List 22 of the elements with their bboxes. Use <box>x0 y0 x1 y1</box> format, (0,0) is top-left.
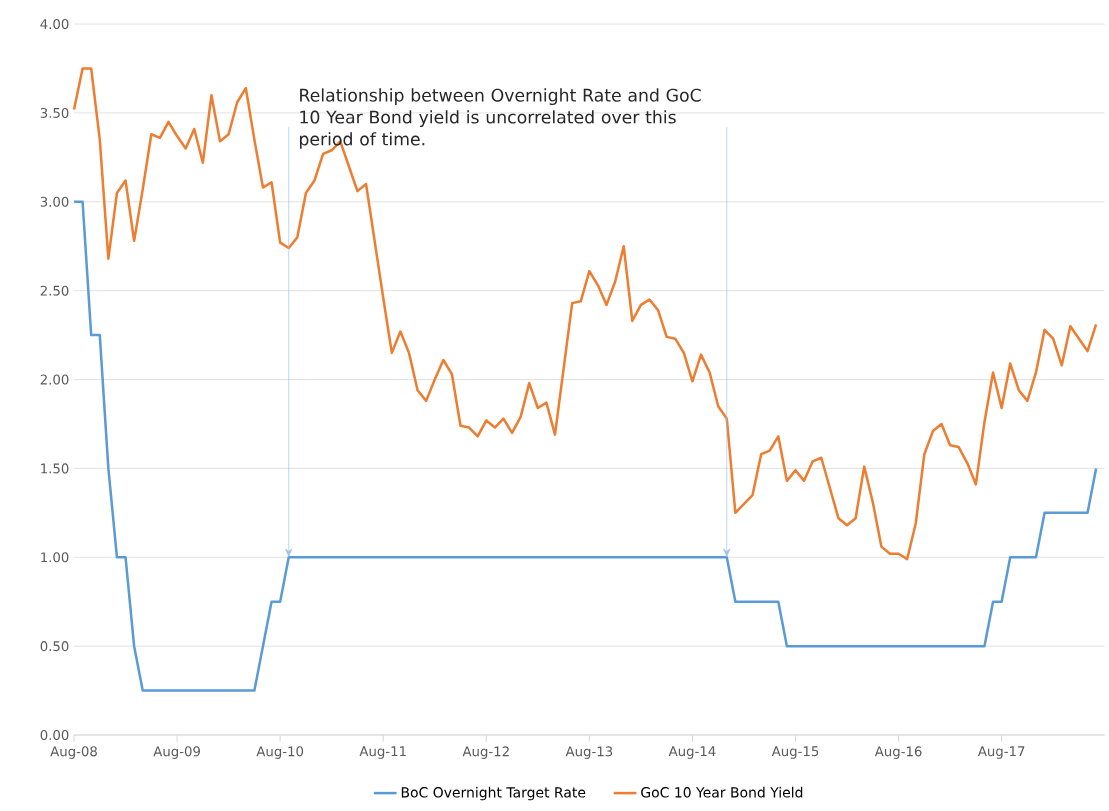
legend-label: GoC 10 Year Bond Yield <box>641 786 803 798</box>
x-tick-label: Aug-16 <box>874 746 922 759</box>
x-tick-label: Aug-08 <box>50 746 97 759</box>
y-tick-label: 3.50 <box>40 107 69 118</box>
x-tick-label: Aug-14 <box>668 746 716 759</box>
x-tick-label: Aug-10 <box>256 746 304 759</box>
x-tick-label: Aug-13 <box>565 746 613 759</box>
x-tick-label: Aug-15 <box>771 746 819 759</box>
y-tick-label: 0.00 <box>40 729 69 741</box>
annotation: Relationship between Overnight Rate and GoC 10 Year Bond yield is uncorrelated over this period of time. <box>300 88 701 149</box>
y-tick-label: 2.00 <box>40 374 69 385</box>
x-tick-label: Aug-17 <box>977 746 1025 759</box>
x-tick-label: Aug-12 <box>462 746 509 759</box>
y-tick-label: 1.00 <box>41 552 69 563</box>
y-tick-label: 4.00 <box>40 19 69 30</box>
legend-label: BoC Overnight Target Rate <box>401 786 586 801</box>
x-tick-label: Aug-11 <box>359 746 406 759</box>
y-tick-label: 2.50 <box>40 285 69 296</box>
x-tick-label: Aug-09 <box>153 746 200 759</box>
y-tick-label: 3.00 <box>40 196 69 207</box>
y-tick-label: 0.50 <box>40 641 69 652</box>
y-tick-label: 1.50 <box>41 463 69 474</box>
